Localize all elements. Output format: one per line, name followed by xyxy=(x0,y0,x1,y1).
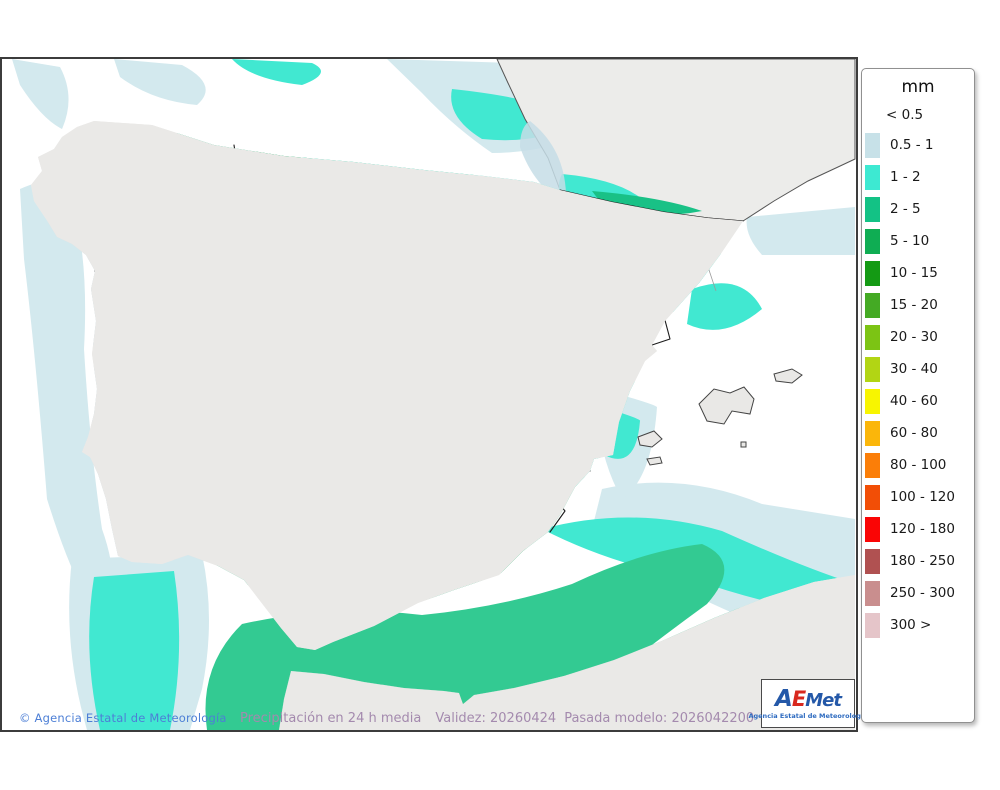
precipitation-map: © Agencia Estatal de Meteorología Precip… xyxy=(0,57,868,732)
logo-letters-met: Met xyxy=(805,689,842,711)
legend-color-swatch xyxy=(865,260,880,286)
copyright-text: © Agencia Estatal de Meteorología xyxy=(19,711,227,725)
legend-row: 250 - 300 xyxy=(862,577,974,609)
legend-range-label: 30 - 40 xyxy=(890,361,938,377)
legend-color-swatch xyxy=(865,484,880,510)
legend-row: 180 - 250 xyxy=(862,545,974,577)
legend-range-label: 100 - 120 xyxy=(890,489,955,505)
legend-row: 15 - 20 xyxy=(862,289,974,321)
legend-color-swatch xyxy=(865,452,880,478)
legend-row: 60 - 80 xyxy=(862,417,974,449)
legend-color-swatch xyxy=(865,420,880,446)
legend-range-label: 40 - 60 xyxy=(890,393,938,409)
aemet-wordmark: AEMet xyxy=(775,685,842,712)
legend-color-swatch xyxy=(865,164,880,190)
legend-color-swatch xyxy=(865,516,880,542)
precipitation-legend: mm < 0.5 0.5 - 1 1 - 2 2 - 5 xyxy=(861,68,975,723)
legend-color-swatch xyxy=(865,548,880,574)
legend-range-label: 120 - 180 xyxy=(890,521,955,537)
legend-row: 1 - 2 xyxy=(862,161,974,193)
legend-range-label: 1 - 2 xyxy=(890,169,921,185)
legend-range-label: 0.5 - 1 xyxy=(890,137,934,153)
logo-letter-a: A xyxy=(775,685,793,712)
legend-range-label: 80 - 100 xyxy=(890,457,947,473)
model-run-label: Pasada modelo: 2026042200 xyxy=(564,711,755,726)
legend-row: 0.5 - 1 xyxy=(862,129,974,161)
legend-range-label: 10 - 15 xyxy=(890,265,938,281)
legend-color-swatch xyxy=(865,228,880,254)
legend-rows: 0.5 - 1 1 - 2 2 - 5 5 - 10 xyxy=(862,129,974,641)
legend-color-swatch xyxy=(865,196,880,222)
legend-row: 5 - 10 xyxy=(862,225,974,257)
legend-range-label: 20 - 30 xyxy=(890,329,938,345)
legend-range-label: 60 - 80 xyxy=(890,425,938,441)
legend-color-swatch xyxy=(865,292,880,318)
aemet-logo-subtitle: Agencia Estatal de Meteorología xyxy=(748,711,868,720)
map-canvas xyxy=(12,59,856,730)
legend-row: 100 - 120 xyxy=(862,481,974,513)
model-run-text: Precipitación en 24 h media Validez: 2026… xyxy=(240,711,754,726)
legend-range-label: 180 - 250 xyxy=(890,553,955,569)
legend-color-swatch xyxy=(865,388,880,414)
logo-letter-e: E xyxy=(791,686,806,711)
legend-item-below-min: < 0.5 xyxy=(886,107,924,123)
legend-range-label: 250 - 300 xyxy=(890,585,955,601)
legend-row: 120 - 180 xyxy=(862,513,974,545)
validity-label: Validez: 20260424 xyxy=(435,711,557,726)
legend-row: 10 - 15 xyxy=(862,257,974,289)
legend-row: 30 - 40 xyxy=(862,353,974,385)
legend-color-swatch xyxy=(865,324,880,350)
legend-range-label: 15 - 20 xyxy=(890,297,938,313)
legend-row: 300 > xyxy=(862,609,974,641)
product-label: Precipitación en 24 h media xyxy=(240,711,422,726)
balearic-islands xyxy=(637,368,803,466)
legend-range-label: 5 - 10 xyxy=(890,233,930,249)
legend-row: 80 - 100 xyxy=(862,449,974,481)
legend-row: 2 - 5 xyxy=(862,193,974,225)
legend-color-swatch xyxy=(865,132,880,158)
legend-color-swatch xyxy=(865,580,880,606)
legend-color-swatch xyxy=(865,612,880,638)
legend-title: mm xyxy=(901,77,935,97)
legend-row: 20 - 30 xyxy=(862,321,974,353)
legend-color-swatch xyxy=(865,356,880,382)
legend-range-label: 2 - 5 xyxy=(890,201,921,217)
legend-row: 40 - 60 xyxy=(862,385,974,417)
africa-landmass xyxy=(278,574,856,730)
aemet-logo: AEMet Agencia Estatal de Meteorología xyxy=(748,679,868,728)
legend-range-label: 300 > xyxy=(890,617,932,633)
